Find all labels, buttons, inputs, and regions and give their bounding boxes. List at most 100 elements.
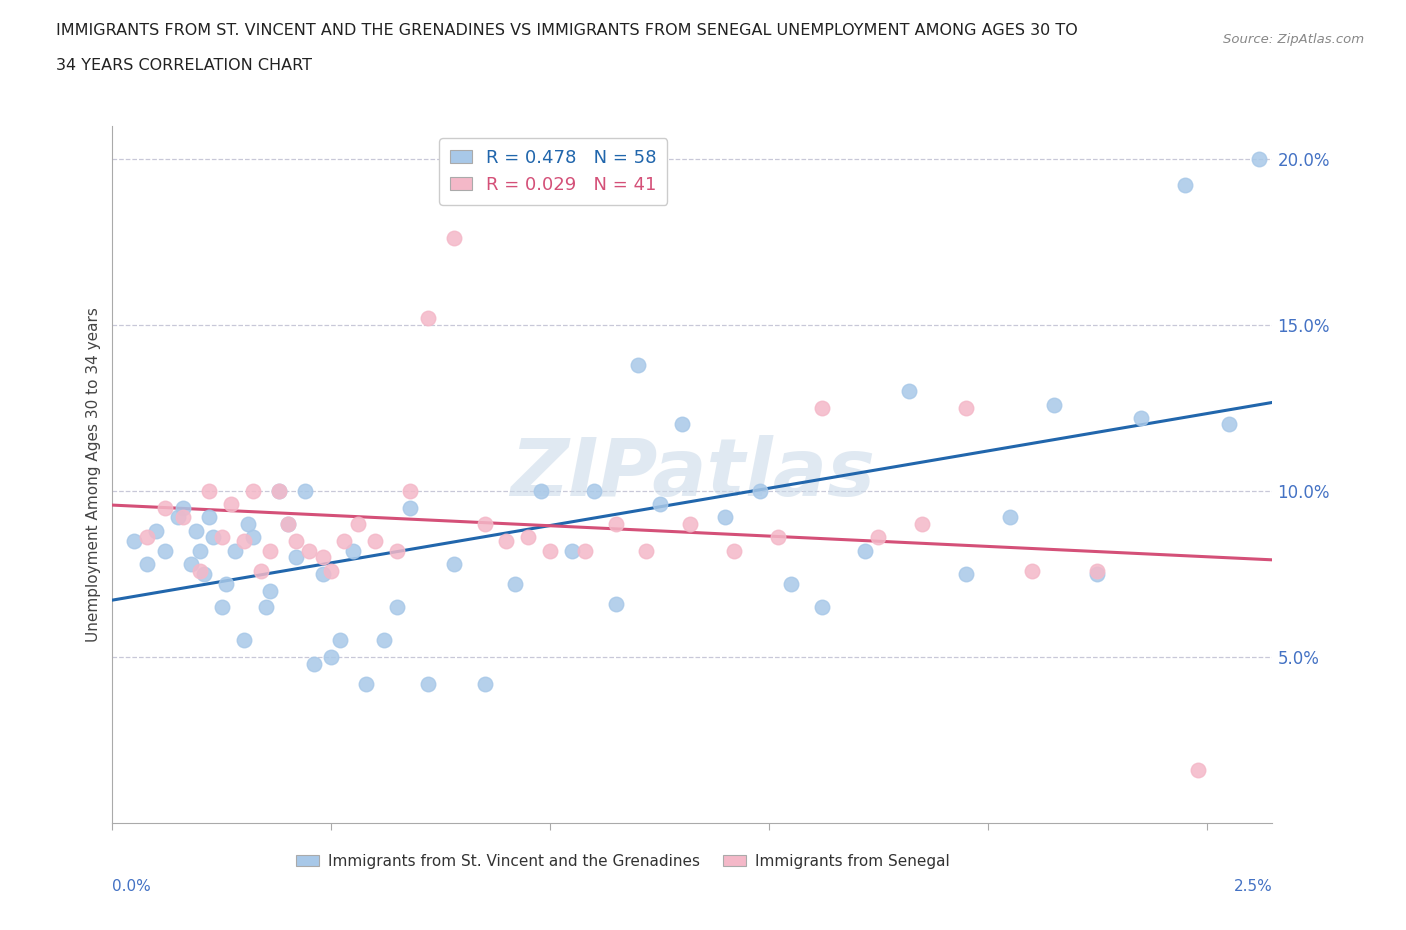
Text: 34 YEARS CORRELATION CHART: 34 YEARS CORRELATION CHART	[56, 58, 312, 73]
Text: 0.0%: 0.0%	[112, 879, 152, 894]
Point	[780, 577, 803, 591]
Point	[167, 510, 190, 525]
Point	[211, 530, 233, 545]
Point	[333, 533, 356, 548]
Point	[321, 564, 343, 578]
Point	[202, 530, 225, 545]
Point	[723, 543, 745, 558]
Point	[277, 517, 299, 532]
Point	[238, 517, 260, 532]
Point	[254, 600, 277, 615]
Point	[124, 533, 146, 548]
Point	[998, 510, 1021, 525]
Point	[136, 556, 159, 571]
Point	[1130, 410, 1153, 425]
Point	[342, 543, 364, 558]
Point	[285, 533, 308, 548]
Point	[561, 543, 583, 558]
Point	[188, 564, 211, 578]
Point	[399, 484, 422, 498]
Point	[242, 530, 264, 545]
Point	[321, 649, 343, 664]
Point	[329, 633, 352, 648]
Point	[605, 517, 627, 532]
Point	[898, 384, 921, 399]
Text: IMMIGRANTS FROM ST. VINCENT AND THE GRENADINES VS IMMIGRANTS FROM SENEGAL UNEMPL: IMMIGRANTS FROM ST. VINCENT AND THE GREN…	[56, 23, 1078, 38]
Point	[356, 676, 378, 691]
Point	[267, 484, 290, 498]
Point	[385, 543, 408, 558]
Point	[346, 517, 368, 532]
Point	[197, 510, 219, 525]
Point	[714, 510, 737, 525]
Text: 2.5%: 2.5%	[1233, 879, 1272, 894]
Point	[474, 517, 496, 532]
Point	[250, 564, 273, 578]
Point	[503, 577, 526, 591]
Point	[416, 311, 439, 325]
Point	[443, 556, 465, 571]
Point	[136, 530, 159, 545]
Point	[636, 543, 658, 558]
Point	[1085, 564, 1108, 578]
Point	[1187, 763, 1209, 777]
Point	[749, 484, 772, 498]
Point	[364, 533, 387, 548]
Point	[145, 524, 167, 538]
Point	[193, 566, 215, 581]
Point	[911, 517, 934, 532]
Point	[172, 510, 194, 525]
Point	[153, 500, 176, 515]
Point	[1021, 564, 1043, 578]
Point	[259, 583, 281, 598]
Point	[530, 484, 553, 498]
Point	[1174, 178, 1197, 193]
Point	[219, 497, 242, 512]
Point	[627, 357, 650, 372]
Point	[285, 550, 308, 565]
Point	[311, 566, 333, 581]
Text: ZIPatlas: ZIPatlas	[510, 435, 875, 513]
Point	[267, 484, 290, 498]
Point	[955, 566, 977, 581]
Point	[302, 657, 325, 671]
Point	[1085, 566, 1108, 581]
Point	[574, 543, 596, 558]
Point	[810, 401, 832, 416]
Point	[605, 596, 627, 611]
Point	[474, 676, 496, 691]
Point	[385, 600, 408, 615]
Point	[810, 600, 832, 615]
Point	[224, 543, 246, 558]
Point	[153, 543, 176, 558]
Point	[180, 556, 202, 571]
Point	[679, 517, 702, 532]
Point	[172, 500, 194, 515]
Text: Source: ZipAtlas.com: Source: ZipAtlas.com	[1223, 33, 1364, 46]
Point	[242, 484, 264, 498]
Point	[399, 500, 422, 515]
Point	[443, 231, 465, 246]
Point	[215, 577, 238, 591]
Point	[416, 676, 439, 691]
Point	[232, 633, 254, 648]
Legend: Immigrants from St. Vincent and the Grenadines, Immigrants from Senegal: Immigrants from St. Vincent and the Gren…	[290, 847, 956, 875]
Point	[298, 543, 321, 558]
Point	[538, 543, 561, 558]
Point	[188, 543, 211, 558]
Point	[197, 484, 219, 498]
Point	[766, 530, 789, 545]
Point	[1218, 417, 1240, 432]
Point	[184, 524, 207, 538]
Point	[1042, 397, 1064, 412]
Point	[671, 417, 693, 432]
Point	[232, 533, 254, 548]
Point	[868, 530, 890, 545]
Point	[853, 543, 876, 558]
Point	[373, 633, 395, 648]
Point	[582, 484, 605, 498]
Y-axis label: Unemployment Among Ages 30 to 34 years: Unemployment Among Ages 30 to 34 years	[86, 307, 101, 642]
Point	[211, 600, 233, 615]
Point	[517, 530, 540, 545]
Point	[277, 517, 299, 532]
